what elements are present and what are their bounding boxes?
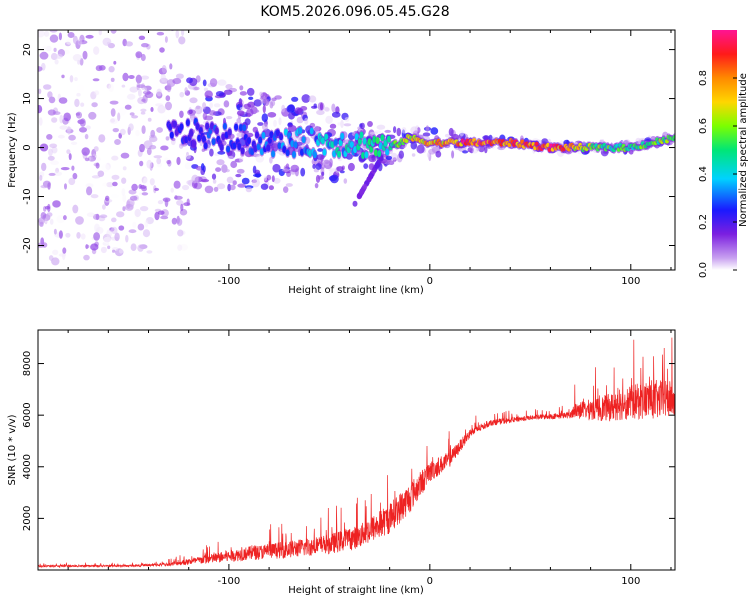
snr-series-line — [38, 337, 675, 569]
snr-x-tick-label: -100 — [218, 576, 241, 587]
spectrogram-x-tick-label: -100 — [218, 276, 241, 287]
colorbar-ticks: 0.0 0.2 0.4 0.6 0.8 — [698, 70, 737, 278]
snr-panel: -100 0 100 2000 4000 6000 8000 Height of strai… — [7, 329, 676, 596]
colorbar-tick-label: 0.6 — [698, 118, 709, 134]
snr-x-axis-label: Height of straight line (km) — [288, 585, 424, 596]
colorbar-tick-label: 0.2 — [698, 214, 709, 230]
snr-y-axis-label: SNR (10 * v/v) — [7, 414, 18, 485]
snr-y-tick-label: 4000 — [22, 454, 33, 479]
snr-x-tick-label: 100 — [621, 576, 640, 587]
snr-y-tick-label: 2000 — [22, 506, 33, 531]
colorbar: 0.0 0.2 0.4 0.6 0.8 Normalized spectral ampl… — [698, 30, 749, 278]
snr-y-tick-label: 6000 — [22, 402, 33, 427]
colorbar-label: Normalized spectral amplitude — [738, 73, 749, 227]
spectrogram-y-tick-label: -20 — [22, 237, 33, 253]
spectrogram-frame — [37, 29, 676, 271]
colorbar-tick-label: 0.0 — [698, 262, 709, 278]
figure-title: KOM5.2026.096.05.45.G28 — [260, 4, 449, 20]
colorbar-tick-label: 0.8 — [698, 70, 709, 86]
spectrogram-y-tick-label: 0 — [22, 144, 33, 150]
spectrogram-y-tick-label: -10 — [22, 188, 33, 204]
spectrogram-x-tick-label: 0 — [427, 276, 433, 287]
snr-x-tick-label: 0 — [427, 576, 433, 587]
spectrogram-y-tick-label: 10 — [22, 92, 33, 105]
snr-y-tick-label: 8000 — [22, 351, 33, 376]
spectrogram-y-tick-label: 20 — [22, 43, 33, 56]
spectrogram-heatmap — [38, 30, 675, 266]
snr-ticks: -100 0 100 2000 4000 6000 8000 — [22, 330, 675, 587]
colorbar-gradient — [712, 30, 737, 270]
snr-frame — [37, 329, 676, 571]
colorbar-tick-label: 0.4 — [698, 166, 709, 182]
spectrogram-x-tick-label: 100 — [621, 276, 640, 287]
spectrogram-y-axis-label: Frequency (Hz) — [7, 112, 18, 188]
spectrogram-x-axis-label: Height of straight line (km) — [288, 285, 424, 296]
